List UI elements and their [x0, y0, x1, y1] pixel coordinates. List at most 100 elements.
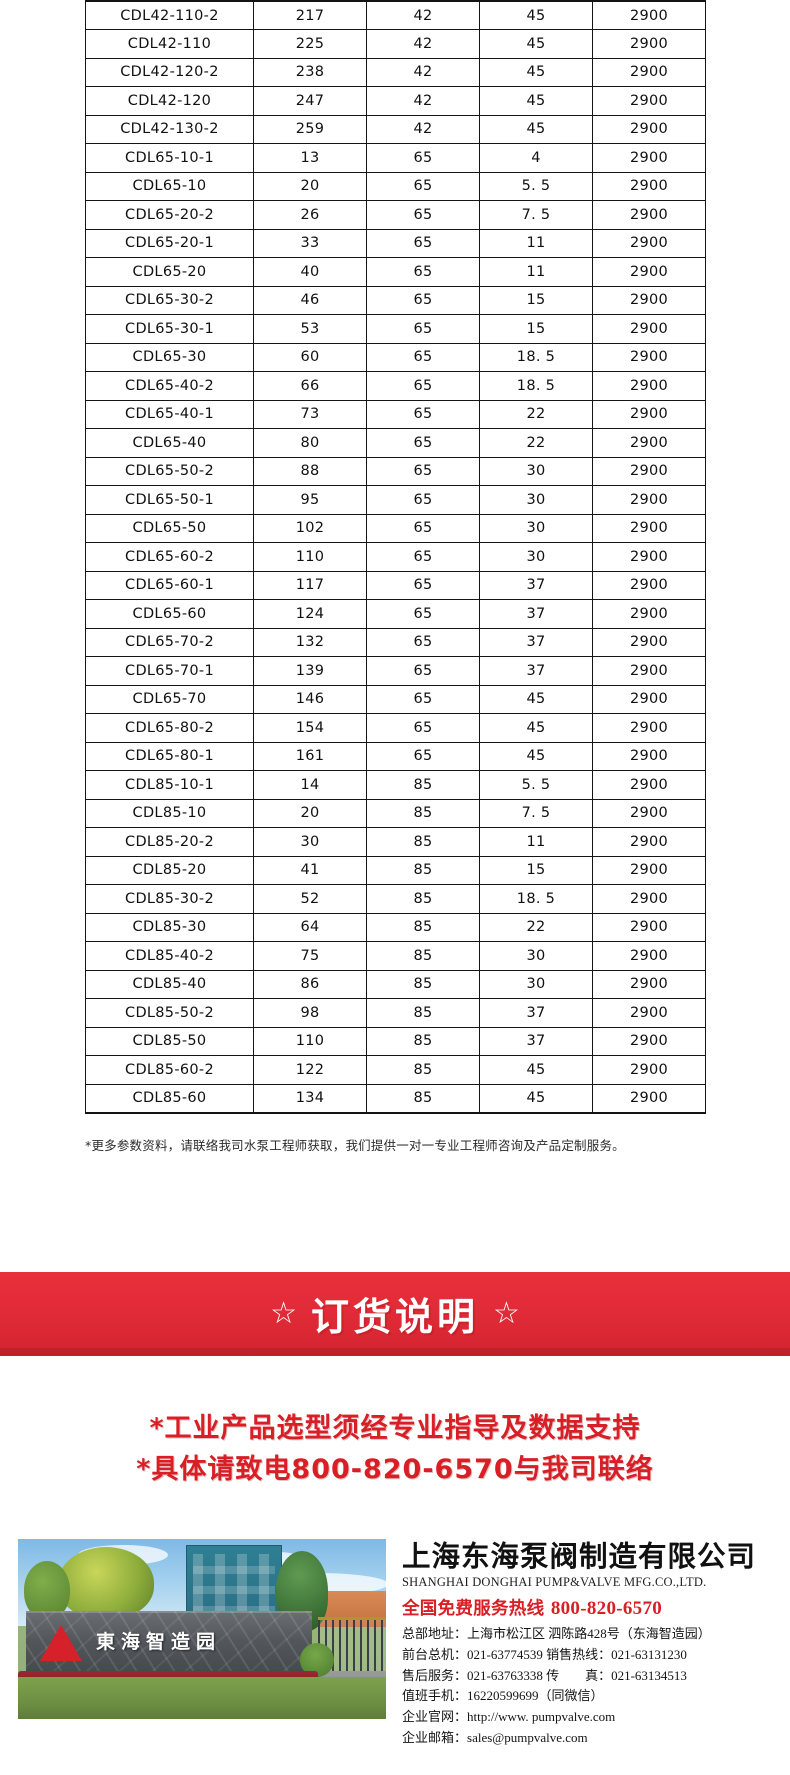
cell-value: 65 [366, 342, 480, 372]
cell-value: 52 [253, 884, 367, 914]
cell-model: CDL65-40 [85, 428, 254, 458]
cell-value: 42 [366, 0, 480, 30]
cell-value: 2900 [592, 713, 706, 743]
cell-value: 65 [366, 713, 480, 743]
table-row: CDL65-10 20 65 5. 5 2900 [85, 171, 706, 201]
cell-model: CDL85-30-2 [85, 884, 254, 914]
contact-line: 值班手机：16220599699（同微信） [402, 1686, 772, 1707]
table-row: CDL65-40-2 66 65 18. 5 2900 [85, 371, 706, 401]
cell-value: 37 [479, 1026, 593, 1056]
cell-value: 45 [479, 114, 593, 144]
star-left-icon: ☆ [270, 1296, 297, 1330]
cell-value: 2900 [592, 599, 706, 629]
table-row: CDL65-70-2 132 65 37 2900 [85, 627, 706, 657]
table-row: CDL42-130-2 259 42 45 2900 [85, 114, 706, 144]
cell-value: 2900 [592, 969, 706, 999]
tree-icon [58, 1547, 154, 1620]
contact-label: 值班手机： [402, 1689, 468, 1705]
contact-line: 企业邮箱：sales@pumpvalve.com [402, 1728, 772, 1749]
cell-model: CDL85-20-2 [85, 827, 254, 857]
cell-value: 75 [253, 941, 367, 971]
cell-value: 15 [479, 285, 593, 315]
cell-value: 2900 [592, 1083, 706, 1114]
contact-label: 企业邮箱： [402, 1730, 468, 1746]
cell-value: 65 [366, 143, 480, 173]
cell-value: 2900 [592, 827, 706, 857]
cell-value: 65 [366, 513, 480, 543]
cell-model: CDL85-10 [85, 798, 254, 828]
cell-value: 15 [479, 314, 593, 344]
cell-value: 45 [479, 57, 593, 87]
cell-value: 18. 5 [479, 884, 593, 914]
cell-value: 85 [366, 912, 480, 942]
spec-table: CDL42-110-2 217 42 45 2900 CDL42-110 225 42 45 29… [85, 0, 706, 1114]
cell-model: CDL65-50-1 [85, 485, 254, 515]
cell-value: 45 [479, 1055, 593, 1085]
cell-value: 65 [366, 599, 480, 629]
cell-value: 217 [253, 0, 367, 30]
cell-model: CDL65-20-1 [85, 228, 254, 258]
cell-value: 30 [253, 827, 367, 857]
cell-model: CDL65-60-2 [85, 542, 254, 572]
cell-value: 85 [366, 1083, 480, 1114]
cell-model: CDL65-10 [85, 171, 254, 201]
wall-engraved-text: 東海智造园 [96, 1631, 222, 1654]
contact-value: sales@pumpvalve.com [467, 1729, 588, 1745]
spec-table-wrap: CDL42-110-2 217 42 45 2900 CDL42-110 225 42 45 29… [85, 0, 706, 1114]
table-row: CDL42-110 225 42 45 2900 [85, 29, 706, 59]
cell-value: 2900 [592, 912, 706, 942]
banner-inner: ☆ 订货说明 ☆ [270, 1286, 520, 1341]
cell-model: CDL65-60-1 [85, 570, 254, 600]
cell-value: 2900 [592, 741, 706, 771]
table-row: CDL65-60-1 117 65 37 2900 [85, 570, 706, 600]
cell-value: 2900 [592, 855, 706, 885]
cell-value: 2900 [592, 314, 706, 344]
table-row: CDL42-120 247 42 45 2900 [85, 86, 706, 116]
cell-value: 41 [253, 855, 367, 885]
table-row: CDL65-40 80 65 22 2900 [85, 428, 706, 458]
cell-value: 102 [253, 513, 367, 543]
cell-value: 2900 [592, 200, 706, 230]
cell-value: 95 [253, 485, 367, 515]
table-row: CDL85-50-2 98 85 37 2900 [85, 998, 706, 1028]
company-name-en: SHANGHAI DONGHAI PUMP&VALVE MFG.CO.,LTD. [402, 1575, 707, 1590]
lawn [18, 1677, 386, 1720]
notice-line-1: *工业产品选型须经专业指导及数据支持 [149, 1412, 641, 1444]
contact-label: 前台总机： [402, 1647, 468, 1663]
cell-value: 5. 5 [479, 770, 593, 800]
cell-value: 37 [479, 599, 593, 629]
cell-value: 45 [479, 0, 593, 30]
cell-value: 45 [479, 1083, 593, 1114]
cell-value: 132 [253, 627, 367, 657]
cell-value: 139 [253, 656, 367, 686]
contact-line: 售后服务：021-63763338 传 真：021-63134513 [402, 1666, 772, 1687]
cell-model: CDL85-30 [85, 912, 254, 942]
company-info: 上海东海泵阀制造有限公司 SHANGHAI DONGHAI PUMP&VALVE… [402, 1539, 772, 1748]
contact-value: 021-63763338 传 真：021-63134513 [467, 1667, 687, 1683]
table-row: CDL85-50 110 85 37 2900 [85, 1026, 706, 1056]
donghai-logo-icon [40, 1625, 82, 1662]
contact-label: 售后服务： [402, 1668, 468, 1684]
cell-value: 65 [366, 171, 480, 201]
cell-value: 2900 [592, 513, 706, 543]
table-row: CDL42-120-2 238 42 45 2900 [85, 57, 706, 87]
cell-value: 161 [253, 741, 367, 771]
cell-value: 2900 [592, 1026, 706, 1056]
cell-value: 2900 [592, 998, 706, 1028]
cell-value: 53 [253, 314, 367, 344]
cell-value: 40 [253, 257, 367, 287]
cell-value: 2900 [592, 1055, 706, 1085]
cell-value: 2900 [592, 770, 706, 800]
cell-value: 64 [253, 912, 367, 942]
cell-model: CDL85-40-2 [85, 941, 254, 971]
cell-value: 22 [479, 428, 593, 458]
cell-model: CDL85-10-1 [85, 770, 254, 800]
cell-value: 85 [366, 941, 480, 971]
cell-value: 65 [366, 627, 480, 657]
cell-model: CDL85-20 [85, 855, 254, 885]
cell-value: 33 [253, 228, 367, 258]
cell-value: 85 [366, 855, 480, 885]
cell-model: CDL65-80-2 [85, 713, 254, 743]
cell-value: 2900 [592, 570, 706, 600]
table-row: CDL85-20 41 85 15 2900 [85, 855, 706, 885]
